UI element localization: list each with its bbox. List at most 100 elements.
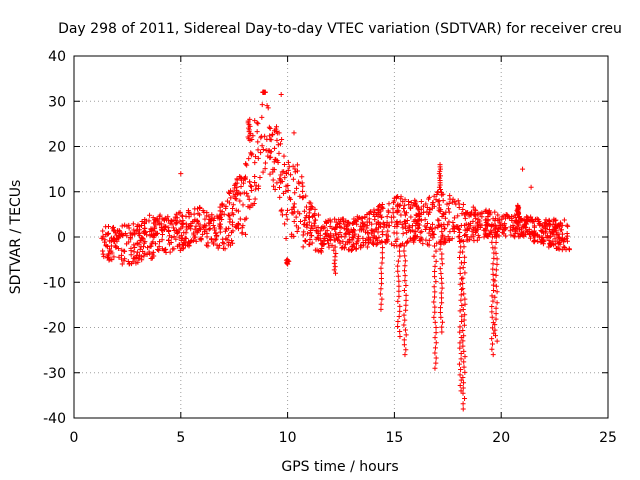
data-point [337,219,343,225]
data-point [490,325,496,331]
data-point [350,229,356,235]
data-point [431,314,437,320]
data-point [157,214,163,220]
data-point [432,289,438,295]
data-point [332,244,338,250]
data-point [401,312,407,318]
data-point [202,229,208,235]
data-point [226,212,232,218]
data-point [433,330,439,336]
data-point [179,213,185,219]
data-point [221,211,227,217]
data-point [285,167,291,173]
data-point [431,299,437,305]
data-point [464,227,470,233]
data-point [279,137,285,143]
data-point [426,194,432,200]
data-point [402,352,408,358]
data-point [299,174,305,180]
data-point [291,209,297,215]
data-point [490,261,496,267]
data-point [377,291,383,297]
data-point [462,296,468,302]
data-point [148,226,154,232]
data-point [540,223,546,229]
data-point [458,222,464,228]
data-point [462,312,468,318]
data-point [455,198,461,204]
data-point [323,220,329,226]
data-point [110,224,116,230]
data-point [310,226,316,232]
data-point [142,216,148,222]
data-point [402,327,408,333]
data-point [347,239,353,245]
data-point [321,236,327,242]
data-point [492,294,498,300]
data-point [159,216,165,222]
data-point [208,236,214,242]
data-point [457,271,463,277]
data-point [284,260,290,266]
data-point [460,280,466,286]
data-point [379,260,385,266]
data-point [515,202,521,208]
data-point [396,243,402,249]
data-point [176,227,182,233]
data-point [285,207,290,213]
data-point [489,293,495,299]
data-point [264,103,270,109]
data-point [286,164,292,170]
data-point [247,205,253,211]
data-point [101,239,107,245]
data-point [438,222,444,228]
data-point [297,193,303,199]
data-point [178,232,184,238]
data-point [493,283,499,289]
data-point [460,327,466,333]
data-point [564,230,570,236]
data-point [556,246,562,252]
data-point [459,313,465,319]
data-point [350,243,356,249]
data-point [458,367,464,373]
data-point [523,228,529,234]
data-point [436,184,442,190]
data-point [404,217,410,223]
data-point [278,91,284,97]
data-point [439,300,445,306]
data-point [463,210,469,216]
data-point [396,278,402,284]
data-point [559,223,565,229]
data-point [472,212,478,218]
data-point [532,216,538,222]
data-point [360,240,366,246]
data-point [437,208,443,214]
data-point [402,212,408,218]
data-point [223,203,229,209]
data-point [234,222,240,228]
data-point [517,227,523,233]
data-point [561,239,567,245]
data-point [376,222,382,228]
data-point [270,166,276,172]
data-point [501,231,507,237]
data-point [149,240,155,246]
data-point [395,268,401,274]
data-point [359,224,365,230]
data-point [283,183,289,189]
data-point [470,234,476,240]
data-point [195,218,201,224]
data-point [438,290,444,296]
data-point [371,233,377,239]
data-point [379,250,385,256]
data-point [230,189,236,195]
data-point [324,228,330,234]
data-point [207,220,213,226]
data-point [151,233,157,239]
data-point [373,242,379,248]
data-point [137,246,143,252]
data-point [210,239,216,245]
data-point [309,240,315,246]
data-point [438,275,444,281]
